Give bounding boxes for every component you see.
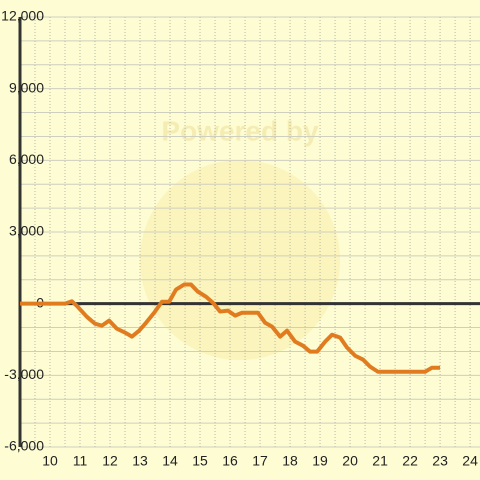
y-tick-label: 12,000: [1, 8, 44, 24]
x-tick-label: 24: [462, 453, 478, 469]
y-tick-label: -3,000: [4, 366, 44, 382]
x-tick-label: 10: [42, 453, 58, 469]
x-tick-label: 23: [432, 453, 448, 469]
y-tick-label: 3,000: [9, 223, 44, 239]
x-tick-label: 14: [162, 453, 178, 469]
x-tick-label: 12: [102, 453, 118, 469]
x-tick-label: 15: [192, 453, 208, 469]
watermark: Powered by: [161, 115, 319, 146]
y-tick-label: 9,000: [9, 79, 44, 95]
y-tick-label: -6,000: [4, 438, 44, 454]
data-line: [20, 282, 441, 374]
x-tick-label: 18: [282, 453, 298, 469]
x-tick-label: 20: [342, 453, 358, 469]
x-tick-label: 22: [402, 453, 418, 469]
x-tick-label: 13: [132, 453, 148, 469]
x-tick-label: 16: [222, 453, 238, 469]
x-tick-label: 19: [312, 453, 328, 469]
y-tick-label: 6,000: [9, 151, 44, 167]
x-tick-label: 11: [73, 453, 88, 469]
x-tick-label: 17: [252, 453, 268, 469]
x-tick-label: 21: [372, 453, 388, 469]
